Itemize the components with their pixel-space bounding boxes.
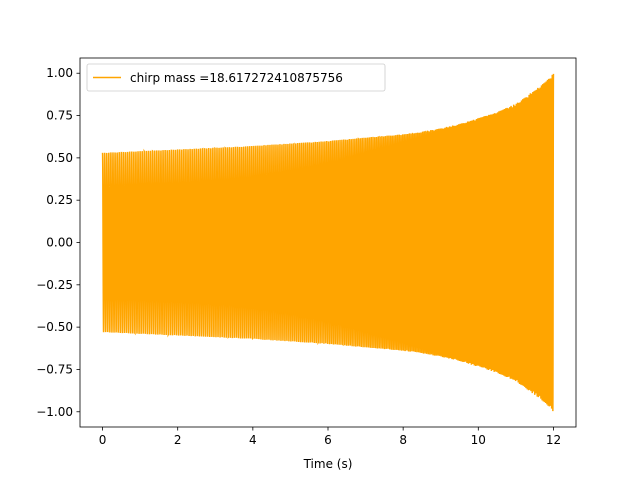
legend-label: chirp mass =18.617272410875756 — [130, 71, 343, 85]
y-tick-label: 0.00 — [46, 236, 73, 250]
legend: chirp mass =18.617272410875756 — [86, 63, 386, 92]
x-tick-label: 8 — [399, 433, 407, 447]
x-axis: 0 2 4 6 8 10 12 — [99, 427, 561, 447]
x-axis-label: Time (s) — [303, 457, 353, 471]
x-tick-label: 6 — [324, 433, 332, 447]
x-tick-label: 10 — [471, 433, 486, 447]
y-tick-label: 0.75 — [46, 109, 73, 123]
y-tick-label: 0.50 — [46, 151, 73, 165]
y-tick-label: −0.25 — [36, 278, 73, 292]
legend-box — [86, 63, 386, 92]
y-tick-label: −0.50 — [36, 320, 73, 334]
y-tick-label: −0.75 — [36, 362, 73, 376]
y-tick-label: 0.25 — [46, 193, 73, 207]
plot-area — [101, 73, 555, 412]
x-tick-label: 12 — [546, 433, 561, 447]
x-tick-label: 2 — [174, 433, 182, 447]
x-tick-label: 0 — [99, 433, 107, 447]
y-axis: −1.00 −0.75 −0.50 −0.25 0.00 0.25 0.50 0.75 1.00 — [36, 66, 80, 419]
series-line-chirp — [101, 73, 555, 412]
y-tick-label: 1.00 — [46, 66, 73, 80]
y-tick-label: −1.00 — [36, 405, 73, 419]
x-tick-label: 4 — [249, 433, 257, 447]
